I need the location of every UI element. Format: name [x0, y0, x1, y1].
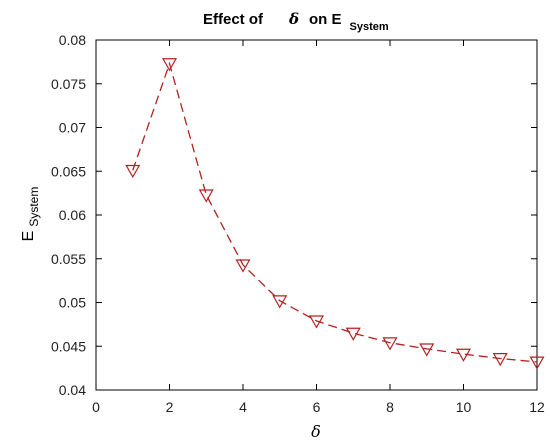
- y-tick-label: 0.08: [59, 32, 86, 48]
- data-point-marker: [308, 315, 325, 329]
- data-point-marker: [272, 295, 288, 309]
- data-point-marker: [419, 343, 435, 357]
- plot-area-frame: [95, 39, 538, 391]
- x-tick-label: 0: [92, 399, 100, 415]
- y-tick-label: 0.055: [51, 251, 86, 267]
- y-tick-labels: 0.04 0.045 0.05 0.055 0.06 0.065 0.07 0.075 0.08: [51, 32, 86, 398]
- data-point-marker: [161, 58, 178, 72]
- data-point-marker: [345, 327, 361, 341]
- x-tick-label: 2: [166, 399, 174, 415]
- data-point-marker: [382, 337, 398, 351]
- chart-title: Effect of δ on E System: [203, 10, 389, 33]
- y-tick-label: 0.065: [51, 163, 86, 179]
- y-tick-label: 0.045: [51, 338, 86, 354]
- data-point-marker: [492, 353, 508, 367]
- x-tick-label: 8: [386, 399, 394, 415]
- x-axis-label: δ: [311, 422, 321, 441]
- y-tick-label: 0.07: [59, 120, 86, 136]
- y-axis-label: E System: [20, 187, 41, 242]
- y-tick-label: 0.05: [59, 295, 86, 311]
- data-point-marker: [455, 348, 472, 362]
- data-point-marker: [125, 164, 141, 179]
- x-tick-label: 4: [239, 399, 247, 415]
- y-tick-label: 0.075: [51, 76, 86, 92]
- data-point-marker: [529, 356, 545, 370]
- x-tick-label: 6: [313, 399, 321, 415]
- x-tick-label: 12: [529, 399, 545, 415]
- y-tick-label: 0.06: [59, 207, 86, 223]
- data-point-marker: [235, 259, 251, 273]
- data-point-marker: [198, 189, 214, 203]
- series-line: [132, 61, 538, 363]
- x-tick-labels: 0 2 4 6 8 10 12: [92, 399, 545, 415]
- series-layer: [125, 58, 545, 370]
- axis-ticks: [95, 39, 538, 391]
- y-tick-label: 0.04: [59, 382, 86, 398]
- x-tick-label: 10: [456, 399, 472, 415]
